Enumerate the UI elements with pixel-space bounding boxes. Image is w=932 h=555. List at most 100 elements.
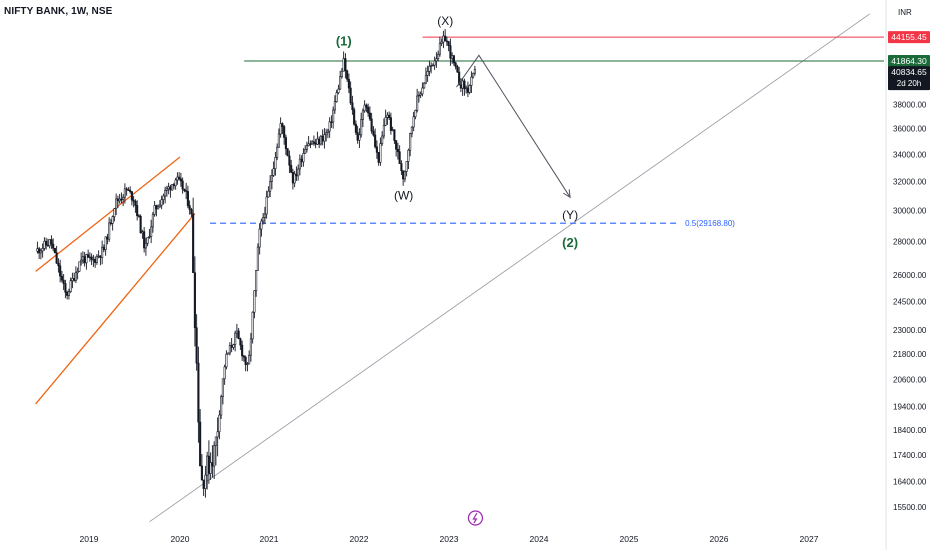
candle-up — [265, 196, 268, 215]
candle-up — [260, 220, 263, 230]
candle-down — [354, 123, 357, 133]
projection-path[interactable] — [456, 54, 571, 198]
candle-down — [458, 71, 461, 86]
candle-up — [209, 462, 212, 474]
candle-down — [295, 173, 298, 177]
time-axis[interactable]: 2019 2020 2021 2022 2023 2024 2025 2026 2027 — [80, 534, 819, 544]
candle-up — [88, 256, 91, 259]
y-tick-label: 19400.00 — [893, 402, 927, 411]
candle-up — [123, 188, 126, 198]
candle-down — [181, 180, 184, 190]
current-price-tag-bg[interactable] — [888, 66, 930, 91]
candle-down — [62, 279, 65, 284]
resistance-price-tag: 44155.45 — [891, 32, 927, 42]
candle-up — [80, 259, 83, 263]
resistance-price-tag-bg[interactable] — [888, 31, 930, 44]
candle-down — [444, 35, 447, 42]
candle-up — [225, 353, 228, 368]
candle-up — [43, 240, 46, 249]
candle-down — [347, 79, 350, 89]
candle-up — [67, 291, 70, 296]
candle-down — [169, 186, 172, 191]
candle-up — [409, 133, 412, 151]
projection-arrowhead — [563, 189, 571, 199]
candle-down — [143, 231, 146, 249]
candle-down — [211, 462, 214, 467]
candle-down — [87, 254, 90, 258]
candle-up — [361, 110, 364, 120]
candle-up — [339, 76, 342, 90]
candle-down — [312, 141, 315, 144]
candle-up — [326, 130, 329, 134]
candle-down — [370, 118, 373, 132]
candle-up — [74, 272, 77, 281]
trendline-channel_lower[interactable] — [35, 213, 196, 405]
trendline-long_trend[interactable] — [149, 13, 871, 523]
candle-down — [388, 114, 391, 119]
candle-down — [389, 117, 392, 131]
candle-up — [472, 72, 475, 78]
candle-up — [438, 43, 441, 55]
candle-down — [466, 87, 469, 93]
candle-down — [46, 244, 49, 247]
candle-down — [94, 259, 97, 263]
candle-up — [342, 58, 345, 72]
candle-up — [421, 87, 424, 95]
current-price-countdown: 2d 20h — [897, 79, 921, 88]
candle-down — [321, 135, 324, 142]
candle-up — [158, 204, 161, 208]
candle-down — [99, 255, 102, 258]
candle-up — [360, 119, 363, 136]
candle-down — [286, 148, 289, 157]
candle-down — [356, 132, 359, 141]
x-tick-label: 2024 — [530, 534, 549, 544]
candle-down — [102, 246, 105, 250]
fib-level-label: 0.5(29168.80) — [685, 219, 735, 228]
candle-up — [468, 85, 471, 93]
candle-up — [39, 250, 42, 254]
candle-up — [403, 171, 406, 180]
candle-down — [452, 55, 455, 64]
trendlines-layer — [35, 13, 871, 523]
candle-up — [146, 236, 149, 244]
x-tick-label: 2025 — [620, 534, 639, 544]
candle-up — [363, 104, 366, 112]
support-price-tag-bg[interactable] — [888, 55, 930, 67]
candle-down — [330, 121, 333, 123]
candle-up — [258, 228, 261, 248]
candle-up — [426, 71, 429, 76]
candle-up — [157, 206, 160, 210]
y-tick-label: 17400.00 — [893, 451, 927, 460]
candle-up — [263, 213, 266, 218]
candle-up — [428, 65, 431, 72]
candle-up — [431, 64, 434, 67]
candle-up — [223, 366, 226, 380]
candle-up — [249, 338, 252, 356]
candle-down — [377, 152, 380, 163]
candle-up — [162, 195, 165, 200]
wave-label: (Y) — [562, 208, 578, 222]
candle-up — [437, 53, 440, 59]
trendline-channel_upper[interactable] — [35, 156, 181, 272]
candle-down — [59, 265, 62, 277]
candle-down — [288, 155, 291, 166]
candle-up — [470, 76, 473, 86]
candle-up — [108, 222, 111, 240]
candle-up — [262, 217, 265, 222]
lightning-glyph — [472, 512, 478, 524]
candle-up — [416, 95, 419, 111]
candle-down — [351, 102, 354, 110]
candle-down — [185, 190, 188, 192]
candle-down — [368, 112, 371, 120]
candle-up — [216, 431, 219, 438]
price-axis[interactable]: INR 15500.00 16400.00 17400.00 18400.00 19400… — [885, 0, 930, 550]
lightning-event-icon[interactable] — [467, 510, 484, 526]
candle-up — [405, 161, 408, 172]
y-tick-label: 16400.00 — [893, 478, 927, 487]
candle-down — [178, 176, 181, 180]
candle-up — [465, 87, 468, 90]
candle-up — [171, 184, 174, 191]
candle-up — [414, 109, 417, 118]
